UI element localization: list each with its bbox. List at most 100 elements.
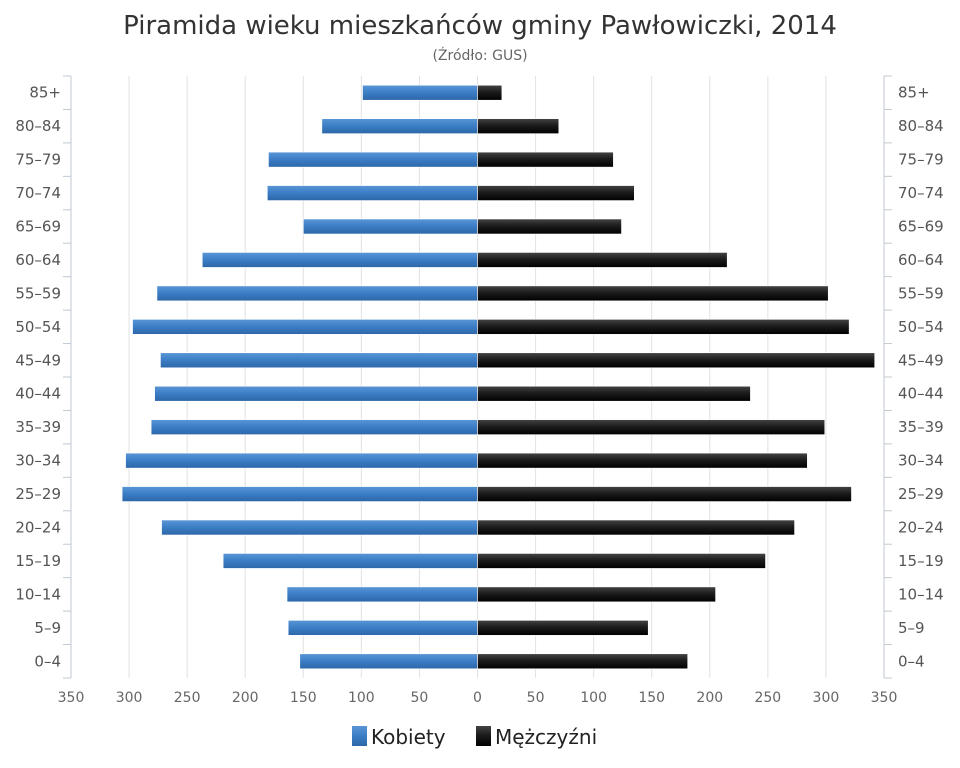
x-tick-label: 250 <box>174 690 201 706</box>
bar-mezczyzni-7[interactable] <box>477 419 826 435</box>
category-label-right: 5–9 <box>898 619 925 637</box>
bar-kobiety-4[interactable] <box>161 519 478 536</box>
axes <box>63 75 892 679</box>
bar-mezczyzni-6[interactable] <box>477 452 808 469</box>
legend-kobiety-swatch[interactable] <box>352 726 367 746</box>
category-label-right: 55–59 <box>898 284 944 302</box>
category-label-right: 25–29 <box>898 485 944 503</box>
x-tick-label: 300 <box>116 690 143 706</box>
category-label-left: 45–49 <box>15 351 61 369</box>
bar-mezczyzni-5[interactable] <box>477 486 852 502</box>
bar-mezczyzni-16[interactable] <box>477 118 560 134</box>
category-label-left: 15–19 <box>15 552 61 570</box>
category-label-left: 40–44 <box>15 385 61 403</box>
x-tick-label: 50 <box>527 690 545 706</box>
x-tick-label: 250 <box>754 690 781 706</box>
bar-mezczyzni-13[interactable] <box>477 218 622 235</box>
category-label-right: 70–74 <box>898 184 944 202</box>
bar-mezczyzni-11[interactable] <box>477 285 829 302</box>
bar-kobiety-11[interactable] <box>156 285 478 302</box>
x-tick-label: 300 <box>813 690 840 706</box>
category-label-right: 40–44 <box>898 385 944 403</box>
bar-kobiety-12[interactable] <box>201 252 478 268</box>
bar-mezczyzni-15[interactable] <box>477 151 614 168</box>
bar-mezczyzni-10[interactable] <box>477 319 850 335</box>
bar-mezczyzni-9[interactable] <box>477 352 876 369</box>
bar-mezczyzni-2[interactable] <box>477 586 716 603</box>
category-label-left: 65–69 <box>15 218 61 236</box>
bar-kobiety-5[interactable] <box>121 486 478 502</box>
bar-kobiety-13[interactable] <box>302 218 478 235</box>
category-label-right: 30–34 <box>898 452 944 470</box>
category-label-right: 45–49 <box>898 351 944 369</box>
category-label-left: 0–4 <box>34 652 61 670</box>
bar-mezczyzni-14[interactable] <box>477 185 635 201</box>
bars <box>121 84 876 670</box>
category-label-left: 50–54 <box>15 318 61 336</box>
legend[interactable]: Kobiety Mężczyźni <box>352 725 597 749</box>
category-label-left: 35–39 <box>15 418 61 436</box>
bar-kobiety-14[interactable] <box>266 185 478 201</box>
category-label-left: 5–9 <box>34 619 61 637</box>
category-label-left: 10–14 <box>15 585 61 603</box>
category-labels: 0–4 0–4 5–9 5–9 10–14 10–14 15–19 15–19 20–24 20–… <box>15 84 943 671</box>
category-label-left: 70–74 <box>15 184 61 202</box>
x-tick-label: 350 <box>58 690 85 706</box>
category-label-right: 65–69 <box>898 218 944 236</box>
category-label-right: 85+ <box>898 84 930 102</box>
bar-kobiety-10[interactable] <box>132 319 478 335</box>
category-label-right: 0–4 <box>898 652 925 670</box>
category-label-left: 20–24 <box>15 519 61 537</box>
legend-mezczyzni-swatch[interactable] <box>476 726 491 746</box>
legend-kobiety-label[interactable]: Kobiety <box>371 725 446 749</box>
bar-mezczyzni-1[interactable] <box>477 620 649 636</box>
category-label-left: 30–34 <box>15 452 61 470</box>
x-tick-label: 200 <box>696 690 723 706</box>
x-tick-label: 0 <box>473 690 482 706</box>
bar-kobiety-15[interactable] <box>268 151 478 168</box>
bar-mezczyzni-3[interactable] <box>477 553 766 569</box>
bar-kobiety-0[interactable] <box>299 653 478 670</box>
x-tick-label: 200 <box>232 690 259 706</box>
category-label-right: 15–19 <box>898 552 944 570</box>
bar-kobiety-9[interactable] <box>160 352 478 369</box>
bar-kobiety-16[interactable] <box>321 118 478 134</box>
category-label-left: 25–29 <box>15 485 61 503</box>
category-label-left: 55–59 <box>15 284 61 302</box>
bar-mezczyzni-4[interactable] <box>477 519 795 536</box>
category-label-left: 75–79 <box>15 151 61 169</box>
x-tick-label: 350 <box>871 690 898 706</box>
category-label-right: 80–84 <box>898 117 944 135</box>
bar-kobiety-2[interactable] <box>286 586 478 603</box>
chart-title: Piramida wieku mieszkańców gminy Pawłowi… <box>123 11 837 41</box>
x-tick-label: 150 <box>290 690 317 706</box>
bar-mezczyzni-0[interactable] <box>477 653 689 670</box>
category-label-right: 20–24 <box>898 519 944 537</box>
bar-kobiety-8[interactable] <box>154 385 478 402</box>
bar-kobiety-3[interactable] <box>222 553 478 569</box>
grid-lines <box>70 76 885 678</box>
x-tick-label: 50 <box>411 690 429 706</box>
bar-kobiety-7[interactable] <box>150 419 478 435</box>
category-label-right: 60–64 <box>898 251 944 269</box>
category-label-right: 10–14 <box>898 585 944 603</box>
x-tick-label: 100 <box>348 690 375 706</box>
bar-kobiety-6[interactable] <box>125 452 478 469</box>
bar-kobiety-1[interactable] <box>287 620 478 636</box>
category-label-left: 85+ <box>29 84 61 102</box>
bar-mezczyzni-17[interactable] <box>477 84 503 101</box>
category-label-left: 80–84 <box>15 117 61 135</box>
category-label-right: 75–79 <box>898 151 944 169</box>
category-label-left: 60–64 <box>15 251 61 269</box>
x-tick-labels: 350 300 250 200 150 100 50 0 50 100 150 200 250 300 35… <box>58 690 898 706</box>
x-tick-label: 100 <box>580 690 607 706</box>
chart-subtitle: (Źródło: GUS) <box>432 46 527 64</box>
bar-mezczyzni-12[interactable] <box>477 252 728 268</box>
bar-kobiety-17[interactable] <box>362 84 478 101</box>
category-label-right: 35–39 <box>898 418 944 436</box>
bar-mezczyzni-8[interactable] <box>477 385 751 402</box>
category-label-right: 50–54 <box>898 318 944 336</box>
legend-mezczyzni-label[interactable]: Mężczyźni <box>495 725 597 749</box>
x-tick-label: 150 <box>638 690 665 706</box>
